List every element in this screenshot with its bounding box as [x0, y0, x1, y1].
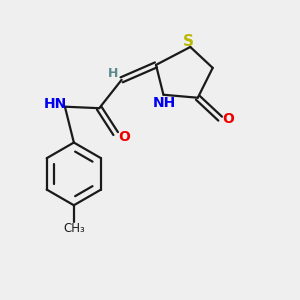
Text: CH₃: CH₃: [63, 222, 85, 235]
Text: O: O: [223, 112, 235, 126]
Text: O: O: [119, 130, 130, 144]
Text: HN: HN: [44, 97, 67, 111]
Text: S: S: [183, 34, 194, 49]
Text: NH: NH: [152, 96, 176, 110]
Text: H: H: [108, 68, 119, 80]
